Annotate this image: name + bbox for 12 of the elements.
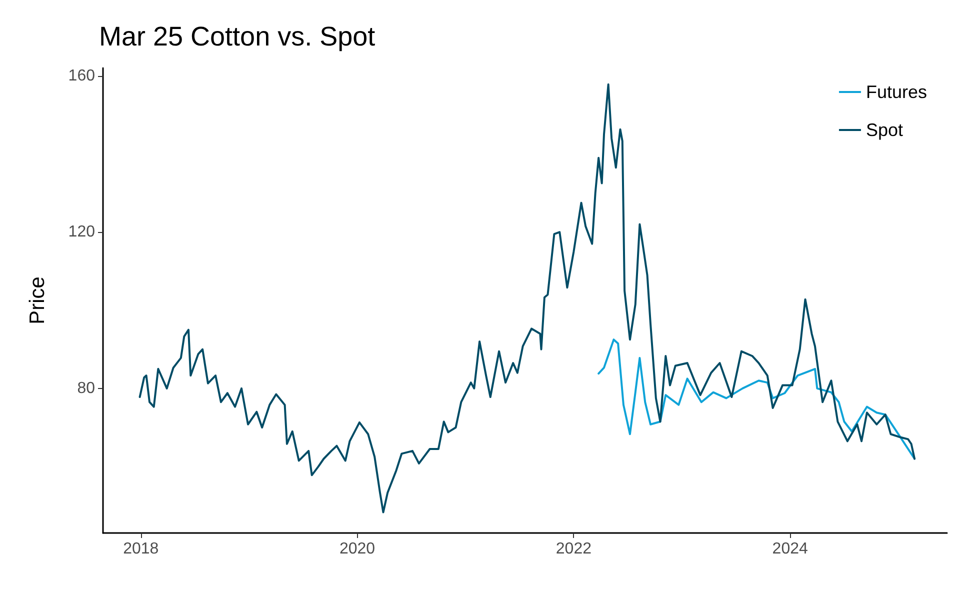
x-tick-label: 2018 bbox=[123, 540, 159, 558]
y-tick-label: 120 bbox=[68, 224, 96, 241]
x-tick-label: 2022 bbox=[556, 540, 592, 558]
x-tick-label: 2024 bbox=[772, 540, 808, 558]
line-series bbox=[598, 338, 916, 460]
chart-title: Mar 25 Cotton vs. Spot bbox=[99, 22, 376, 52]
y-axis-title: Price bbox=[26, 276, 49, 324]
legend-label: Futures bbox=[866, 82, 928, 102]
y-tick-label: 80 bbox=[77, 380, 96, 397]
y-tick-label: 160 bbox=[68, 67, 96, 84]
legend-label: Spot bbox=[866, 120, 904, 140]
x-tick-label: 2020 bbox=[339, 540, 376, 558]
